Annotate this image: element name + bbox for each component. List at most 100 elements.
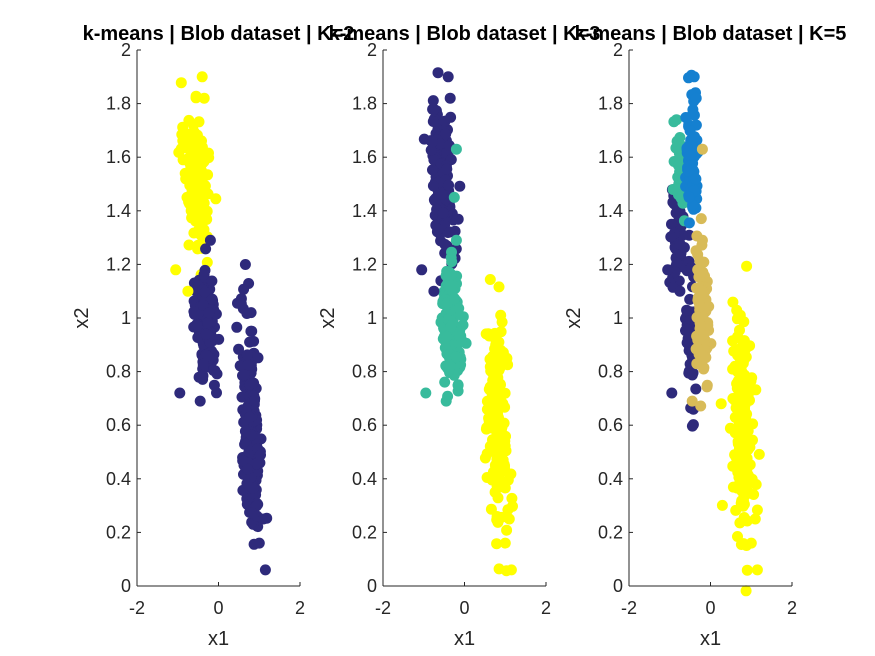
scatter-point-cluster-3 xyxy=(491,538,503,550)
scatter-point-cluster-1 xyxy=(665,231,677,243)
scatter-point-cluster-4 xyxy=(696,143,708,155)
scatter-point-cluster-2 xyxy=(257,513,269,525)
scatter-point-cluster-1 xyxy=(436,189,448,200)
scatter-point-cluster-1 xyxy=(666,218,677,230)
scatter-point-cluster-3 xyxy=(495,326,507,338)
scatter-point-cluster-3 xyxy=(484,440,496,452)
scatter-point-cluster-3 xyxy=(688,71,700,83)
scatter-point-cluster-2 xyxy=(245,325,257,337)
scatter-point-cluster-4 xyxy=(695,213,707,225)
scatter-point-cluster-1 xyxy=(173,146,185,158)
scatter-point-cluster-5 xyxy=(716,499,728,511)
scatter-point-cluster-2 xyxy=(237,455,249,467)
scatter-point-cluster-3 xyxy=(495,309,507,321)
y-tick-label: 1.2 xyxy=(598,254,623,274)
scatter-point-cluster-3 xyxy=(485,503,497,515)
scatter-point-cluster-2 xyxy=(439,376,451,388)
scatter-point-cluster-1 xyxy=(671,257,683,269)
scatter-point-cluster-4 xyxy=(698,328,710,340)
y-tick-label: 2 xyxy=(613,40,623,60)
scatter-point-cluster-3 xyxy=(486,474,498,486)
scatter-point-cluster-3 xyxy=(489,387,501,399)
scatter-point-cluster-3 xyxy=(506,492,518,504)
y-tick-label: 1.6 xyxy=(106,147,131,167)
scatter-point-cluster-1 xyxy=(196,135,207,147)
scatter-point-cluster-1 xyxy=(183,114,195,126)
scatter-point-cluster-3 xyxy=(499,537,511,549)
scatter-point-cluster-1 xyxy=(687,419,699,431)
scatter-point-cluster-1 xyxy=(690,383,702,395)
x-tick-label: 2 xyxy=(541,598,551,618)
scatter-point-cluster-5 xyxy=(730,449,741,461)
scatter-point-cluster-2 xyxy=(238,283,250,295)
scatter-point-cluster-5 xyxy=(742,444,754,456)
scatter-point-cluster-2 xyxy=(244,411,256,423)
scatter-points xyxy=(662,69,765,597)
scatter-point-cluster-1 xyxy=(674,206,686,218)
y-axis-label: x2 xyxy=(563,307,585,328)
scatter-point-cluster-4 xyxy=(696,285,708,297)
scatter-point-cluster-3 xyxy=(497,456,509,468)
scatter-point-cluster-2 xyxy=(667,184,679,195)
scatter-point-cluster-3 xyxy=(501,524,513,536)
scatter-point-cluster-3 xyxy=(684,149,696,161)
scatter-point-cluster-2 xyxy=(672,159,684,171)
scatter-point-cluster-2 xyxy=(248,377,260,389)
y-tick-label: 1 xyxy=(613,308,623,328)
scatter-point-cluster-3 xyxy=(488,377,500,389)
y-axis-label: x2 xyxy=(71,307,93,328)
y-tick-label: 0.4 xyxy=(598,469,623,489)
scatter-point-cluster-3 xyxy=(690,92,702,104)
scatter-point-cluster-5 xyxy=(724,422,736,434)
scatter-point-cluster-2 xyxy=(440,395,452,407)
scatter-point-cluster-1 xyxy=(432,67,444,79)
scatter-point-cluster-2 xyxy=(443,280,455,292)
scatter-point-cluster-3 xyxy=(683,165,695,177)
y-tick-label: 0.8 xyxy=(106,362,131,382)
scatter-point-cluster-5 xyxy=(749,513,761,525)
scatter-point-cluster-2 xyxy=(450,143,462,155)
scatter-point-cluster-2 xyxy=(208,379,220,391)
y-tick-label: 0.2 xyxy=(352,522,377,542)
scatter-point-cluster-1 xyxy=(449,225,461,237)
y-tick-label: 1.8 xyxy=(106,94,131,114)
x-axis-label: x1 xyxy=(454,628,475,650)
y-tick-label: 1.4 xyxy=(352,201,377,221)
y-tick-label: 1.6 xyxy=(352,147,377,167)
scatter-point-cluster-5 xyxy=(739,416,751,428)
scatter-point-cluster-1 xyxy=(432,223,444,235)
scatter-point-cluster-1 xyxy=(681,304,693,316)
scatter-point-cluster-2 xyxy=(668,116,680,128)
scatter-point-cluster-5 xyxy=(733,343,745,355)
y-tick-label: 0.8 xyxy=(598,362,623,382)
scatter-point-cluster-2 xyxy=(235,298,247,310)
scatter-point-cluster-2 xyxy=(233,343,245,355)
scatter-point-cluster-2 xyxy=(201,350,213,362)
scatter-point-cluster-4 xyxy=(686,395,698,407)
scatter-point-cluster-2 xyxy=(239,425,251,437)
scatter-point-cluster-5 xyxy=(731,482,743,494)
scatter-point-cluster-3 xyxy=(484,274,496,285)
scatter-point-cluster-2 xyxy=(251,458,262,470)
scatter-point-cluster-5 xyxy=(715,398,727,410)
scatter-point-cluster-4 xyxy=(695,400,707,412)
y-tick-label: 0 xyxy=(121,576,131,596)
scatter-point-cluster-2 xyxy=(674,132,686,143)
scatter-point-cluster-1 xyxy=(454,180,466,192)
scatter-point-cluster-3 xyxy=(480,423,492,435)
scatter-point-cluster-1 xyxy=(427,180,439,192)
scatter-point-cluster-3 xyxy=(502,504,514,516)
y-tick-label: 0 xyxy=(367,576,377,596)
scatter-point-cluster-1 xyxy=(682,333,694,344)
scatter-point-cluster-5 xyxy=(741,260,753,272)
scatter-point-cluster-5 xyxy=(739,380,751,392)
scatter-point-cluster-2 xyxy=(452,379,464,391)
y-tick-label: 0.8 xyxy=(352,362,377,382)
scatter-point-cluster-2 xyxy=(231,321,243,333)
scatter-point-cluster-2 xyxy=(259,564,271,576)
scatter-point-cluster-5 xyxy=(727,296,739,308)
scatter-point-cluster-1 xyxy=(666,387,678,399)
